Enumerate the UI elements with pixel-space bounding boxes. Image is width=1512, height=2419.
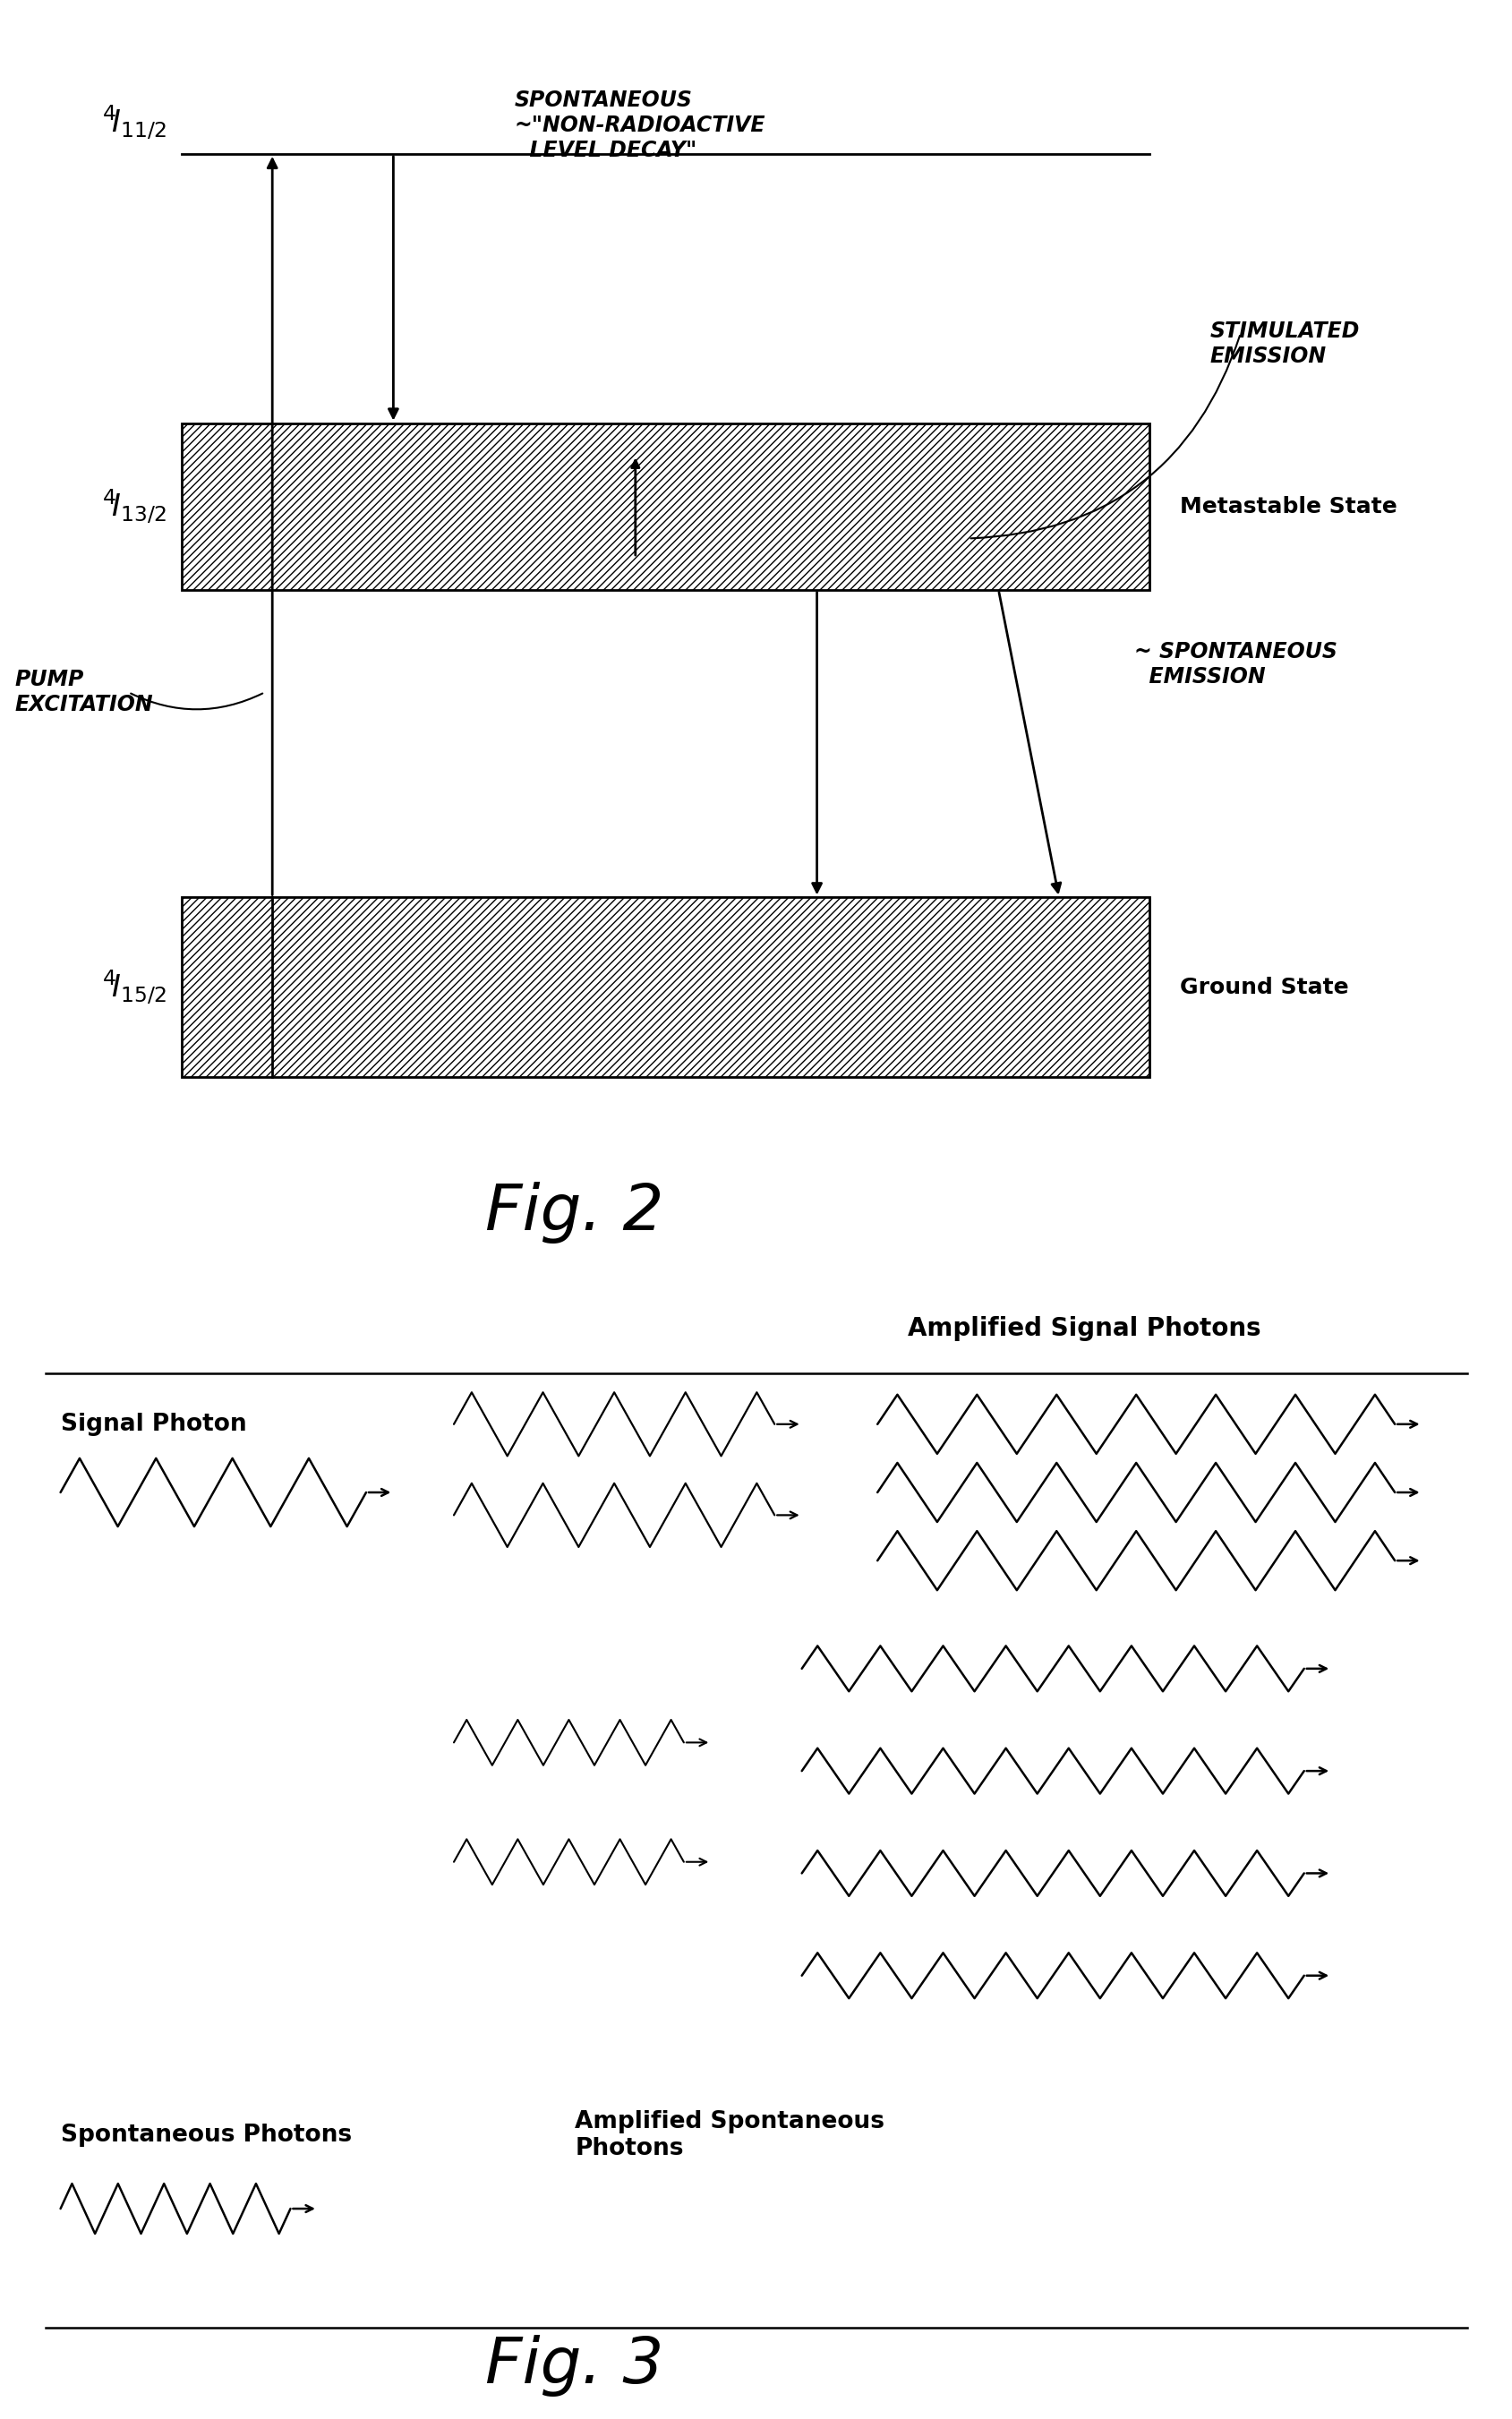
Text: Amplified Signal Photons: Amplified Signal Photons: [907, 1316, 1261, 1340]
Text: Spontaneous Photons: Spontaneous Photons: [60, 2124, 351, 2146]
Bar: [181, 423, 1149, 590]
Text: Amplified Spontaneous
Photons: Amplified Spontaneous Photons: [575, 2109, 885, 2160]
Text: PUMP
EXCITATION: PUMP EXCITATION: [15, 670, 153, 716]
Text: Ground State: Ground State: [1179, 977, 1349, 999]
Text: $^4\!I_{11/2}$: $^4\!I_{11/2}$: [101, 104, 166, 140]
Text: STIMULATED
EMISSION: STIMULATED EMISSION: [1210, 322, 1359, 368]
Bar: [181, 897, 1149, 1076]
Text: $^4\!I_{15/2}$: $^4\!I_{15/2}$: [101, 968, 166, 1006]
Text: Fig. 3: Fig. 3: [485, 2334, 664, 2397]
Text: Metastable State: Metastable State: [1179, 496, 1397, 518]
Text: $^4\!I_{13/2}$: $^4\!I_{13/2}$: [101, 489, 166, 525]
Text: Signal Photon: Signal Photon: [60, 1413, 246, 1437]
Text: SPONTANEOUS
~"NON-RADIOACTIVE
  LEVEL DECAY": SPONTANEOUS ~"NON-RADIOACTIVE LEVEL DECA…: [514, 90, 765, 162]
Text: Fig. 2: Fig. 2: [485, 1183, 664, 1243]
Text: ~ SPONTANEOUS
  EMISSION: ~ SPONTANEOUS EMISSION: [1134, 641, 1337, 687]
